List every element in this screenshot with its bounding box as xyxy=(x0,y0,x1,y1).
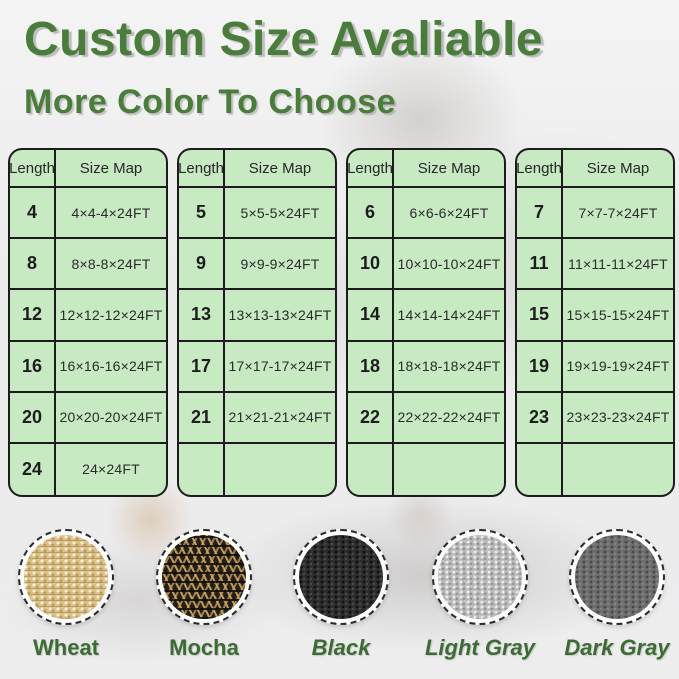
size-map-cell: 9×9-9×24FT xyxy=(225,239,335,291)
size-map-cell xyxy=(225,444,335,495)
size-table-3: Length Size Map 6 6×6-6×24FT 10 10×10-10×24FT… xyxy=(346,148,506,497)
size-map-cell: 16×16-16×24FT xyxy=(56,342,166,393)
size-map-cell xyxy=(394,444,504,495)
size-map-cell: 23×23-23×24FT xyxy=(563,393,673,444)
size-map-cell: 4×4-4×24FT xyxy=(56,188,166,240)
size-map-cell: 18×18-18×24FT xyxy=(394,342,504,393)
length-cell: 18 xyxy=(348,341,394,393)
length-cell: 9 xyxy=(179,239,225,291)
length-cell: 24 xyxy=(10,443,56,495)
length-cell xyxy=(517,443,563,495)
column-header-length: Length xyxy=(348,150,394,188)
length-cell: 14 xyxy=(348,290,394,342)
size-map-cell: 10×10-10×24FT xyxy=(394,239,504,291)
size-map-cell: 6×6-6×24FT xyxy=(394,188,504,240)
size-table-4: Length Size Map 7 7×7-7×24FT 11 11×11-11×24FT… xyxy=(515,148,675,497)
length-cell: 17 xyxy=(179,341,225,393)
length-cell: 7 xyxy=(517,188,563,240)
size-map-cell: 24×24FT xyxy=(82,461,140,478)
column-header-size-map: Size Map xyxy=(563,150,673,188)
length-cell: 6 xyxy=(348,188,394,240)
size-map-cell: 11×11-11×24FT xyxy=(563,239,673,291)
length-cell: 19 xyxy=(517,341,563,393)
size-map-cell xyxy=(563,444,673,495)
size-map-cell: 20×20-20×24FT xyxy=(56,393,166,444)
length-cell xyxy=(348,443,394,495)
size-tables: Length Size Map 4 4×4-4×24FT 8 8×8-8×24FT 12 12… xyxy=(8,148,675,497)
size-map-cell: 17×17-17×24FT xyxy=(225,342,335,393)
length-cell: 15 xyxy=(517,290,563,342)
size-map-cell: 22×22-22×24FT xyxy=(394,393,504,444)
length-cell: 21 xyxy=(179,392,225,444)
column-header-size-map: Size Map xyxy=(394,150,504,188)
length-cell: 16 xyxy=(10,341,56,393)
column-header-length: Length xyxy=(10,150,56,188)
size-map-cell: 19×19-19×24FT xyxy=(563,342,673,393)
column-header-length: Length xyxy=(179,150,225,188)
size-map-cell: 15×15-15×24FT xyxy=(563,290,673,342)
size-map-cell: 21×21-21×24FT xyxy=(225,393,335,444)
length-cell: 20 xyxy=(10,392,56,444)
column-header-size-map: Size Map xyxy=(56,150,166,188)
length-cell: 13 xyxy=(179,290,225,342)
length-cell: 11 xyxy=(517,239,563,291)
size-map-cell: 8×8-8×24FT xyxy=(56,239,166,291)
size-map-cell: 13×13-13×24FT xyxy=(225,290,335,342)
length-cell xyxy=(179,443,225,495)
length-cell: 12 xyxy=(10,290,56,342)
size-table-2: Length Size Map 5 5×5-5×24FT 9 9×9-9×24FT 13 13… xyxy=(177,148,337,497)
length-cell: 4 xyxy=(10,188,56,240)
size-map-cell: 5×5-5×24FT xyxy=(225,188,335,240)
length-cell: 8 xyxy=(10,239,56,291)
length-cell: 23 xyxy=(517,392,563,444)
column-header-size-map: Size Map xyxy=(225,150,335,188)
size-map-cell: 12×12-12×24FT xyxy=(56,290,166,342)
column-header-length: Length xyxy=(517,150,563,188)
page-subtitle: More Color To Choose xyxy=(24,83,397,121)
length-cell: 22 xyxy=(348,392,394,444)
size-map-cell: 7×7-7×24FT xyxy=(563,188,673,240)
size-map-cell: 14×14-14×24FT xyxy=(394,290,504,342)
size-table-1: Length Size Map 4 4×4-4×24FT 8 8×8-8×24FT 12 12… xyxy=(8,148,168,497)
length-cell: 5 xyxy=(179,188,225,240)
length-cell: 10 xyxy=(348,239,394,291)
page-title: Custom Size Avaliable xyxy=(24,13,544,66)
